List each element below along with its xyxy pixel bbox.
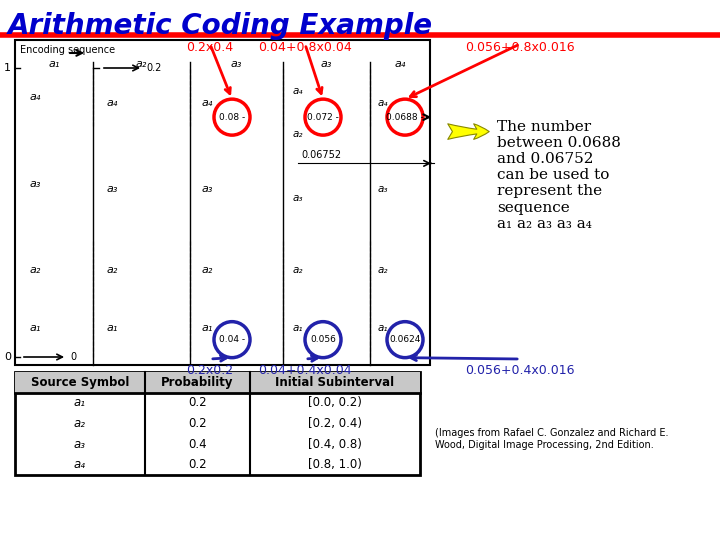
Circle shape	[214, 99, 250, 135]
Text: a₃: a₃	[107, 184, 118, 194]
Text: a₄: a₄	[378, 98, 389, 107]
Text: a₃: a₃	[30, 179, 41, 188]
Text: Source Symbol: Source Symbol	[31, 376, 129, 389]
Text: 0.2x0.4: 0.2x0.4	[186, 41, 233, 54]
Text: a₃: a₃	[293, 193, 304, 203]
Text: 0.06752: 0.06752	[301, 150, 341, 160]
Bar	[15, 372, 420, 393]
Text: a₁: a₁	[378, 323, 389, 333]
Text: a₄: a₄	[30, 92, 41, 102]
Text: a₁: a₁	[293, 323, 304, 333]
Text: a₁: a₁	[107, 323, 118, 333]
Text: 0.2: 0.2	[188, 396, 207, 409]
Text: a₁: a₁	[30, 323, 41, 333]
Text: a₂: a₂	[293, 130, 304, 139]
Text: 0.056+0.4x0.016: 0.056+0.4x0.016	[465, 364, 575, 377]
Text: 0.056+0.8x0.016: 0.056+0.8x0.016	[465, 41, 575, 54]
Circle shape	[214, 322, 250, 357]
Text: a₃: a₃	[202, 184, 213, 194]
Text: a₁: a₁	[202, 323, 213, 333]
Text: a₁: a₁	[74, 396, 86, 409]
Text: [0.2, 0.4): [0.2, 0.4)	[308, 417, 362, 430]
Text: Initial Subinterval: Initial Subinterval	[276, 376, 395, 389]
Text: 0.04+0.8x0.04: 0.04+0.8x0.04	[258, 41, 352, 54]
Text: 0.2: 0.2	[188, 458, 207, 471]
Text: 0.2: 0.2	[146, 63, 161, 73]
Text: a₂: a₂	[107, 265, 118, 275]
Text: a₄: a₄	[293, 86, 304, 96]
Text: a₁: a₁	[48, 59, 60, 69]
Text: a₂: a₂	[136, 59, 147, 69]
Text: 0.4: 0.4	[188, 437, 207, 450]
Text: a₂: a₂	[202, 265, 213, 275]
Text: a₃: a₃	[74, 437, 86, 450]
Text: 0.2x0.2: 0.2x0.2	[186, 364, 233, 377]
Text: [0.0, 0.2): [0.0, 0.2)	[308, 396, 362, 409]
Text: [0.4, 0.8): [0.4, 0.8)	[308, 437, 362, 450]
Circle shape	[305, 99, 341, 135]
Text: 0.2: 0.2	[188, 417, 207, 430]
Text: a₄: a₄	[74, 458, 86, 471]
Text: a₃: a₃	[378, 184, 389, 194]
Text: 0.04+0.4x0.04: 0.04+0.4x0.04	[258, 364, 352, 377]
Text: [0.8, 1.0): [0.8, 1.0)	[308, 458, 362, 471]
Text: (Images from Rafael C. Gonzalez and Richard E.
Wood, Digital Image Processing, 2: (Images from Rafael C. Gonzalez and Rich…	[435, 428, 668, 450]
Text: 0.08 -: 0.08 -	[219, 113, 245, 122]
Text: Probability: Probability	[161, 376, 234, 389]
Text: a₄: a₄	[107, 98, 118, 107]
Bar	[15, 372, 420, 475]
Circle shape	[387, 322, 423, 357]
Text: a₄: a₄	[202, 98, 213, 107]
Text: 0.072 -: 0.072 -	[307, 113, 339, 122]
Text: a₄: a₄	[395, 59, 405, 69]
Text: 0.0688 -: 0.0688 -	[386, 113, 424, 122]
Text: Encoding sequence: Encoding sequence	[20, 45, 115, 55]
Text: 0.056: 0.056	[310, 335, 336, 344]
Text: a₂: a₂	[378, 265, 389, 275]
Text: 0: 0	[4, 352, 11, 362]
Text: 1: 1	[4, 63, 11, 73]
Text: a₃: a₃	[321, 59, 332, 69]
Text: 0.0624: 0.0624	[390, 335, 420, 344]
Text: a₂: a₂	[293, 265, 304, 275]
Circle shape	[387, 99, 423, 135]
Text: a₃: a₃	[231, 59, 242, 69]
Text: The number
between 0.0688
and 0.06752
can be used to
represent the
sequence
a₁ a: The number between 0.0688 and 0.06752 ca…	[497, 119, 621, 231]
Text: a₂: a₂	[74, 417, 86, 430]
Text: 0: 0	[70, 352, 76, 362]
Text: 0.04 -: 0.04 -	[219, 335, 245, 344]
Circle shape	[305, 322, 341, 357]
Bar	[15, 40, 430, 365]
Text: Arithmetic Coding Example: Arithmetic Coding Example	[8, 12, 433, 40]
Text: a₂: a₂	[30, 265, 41, 275]
